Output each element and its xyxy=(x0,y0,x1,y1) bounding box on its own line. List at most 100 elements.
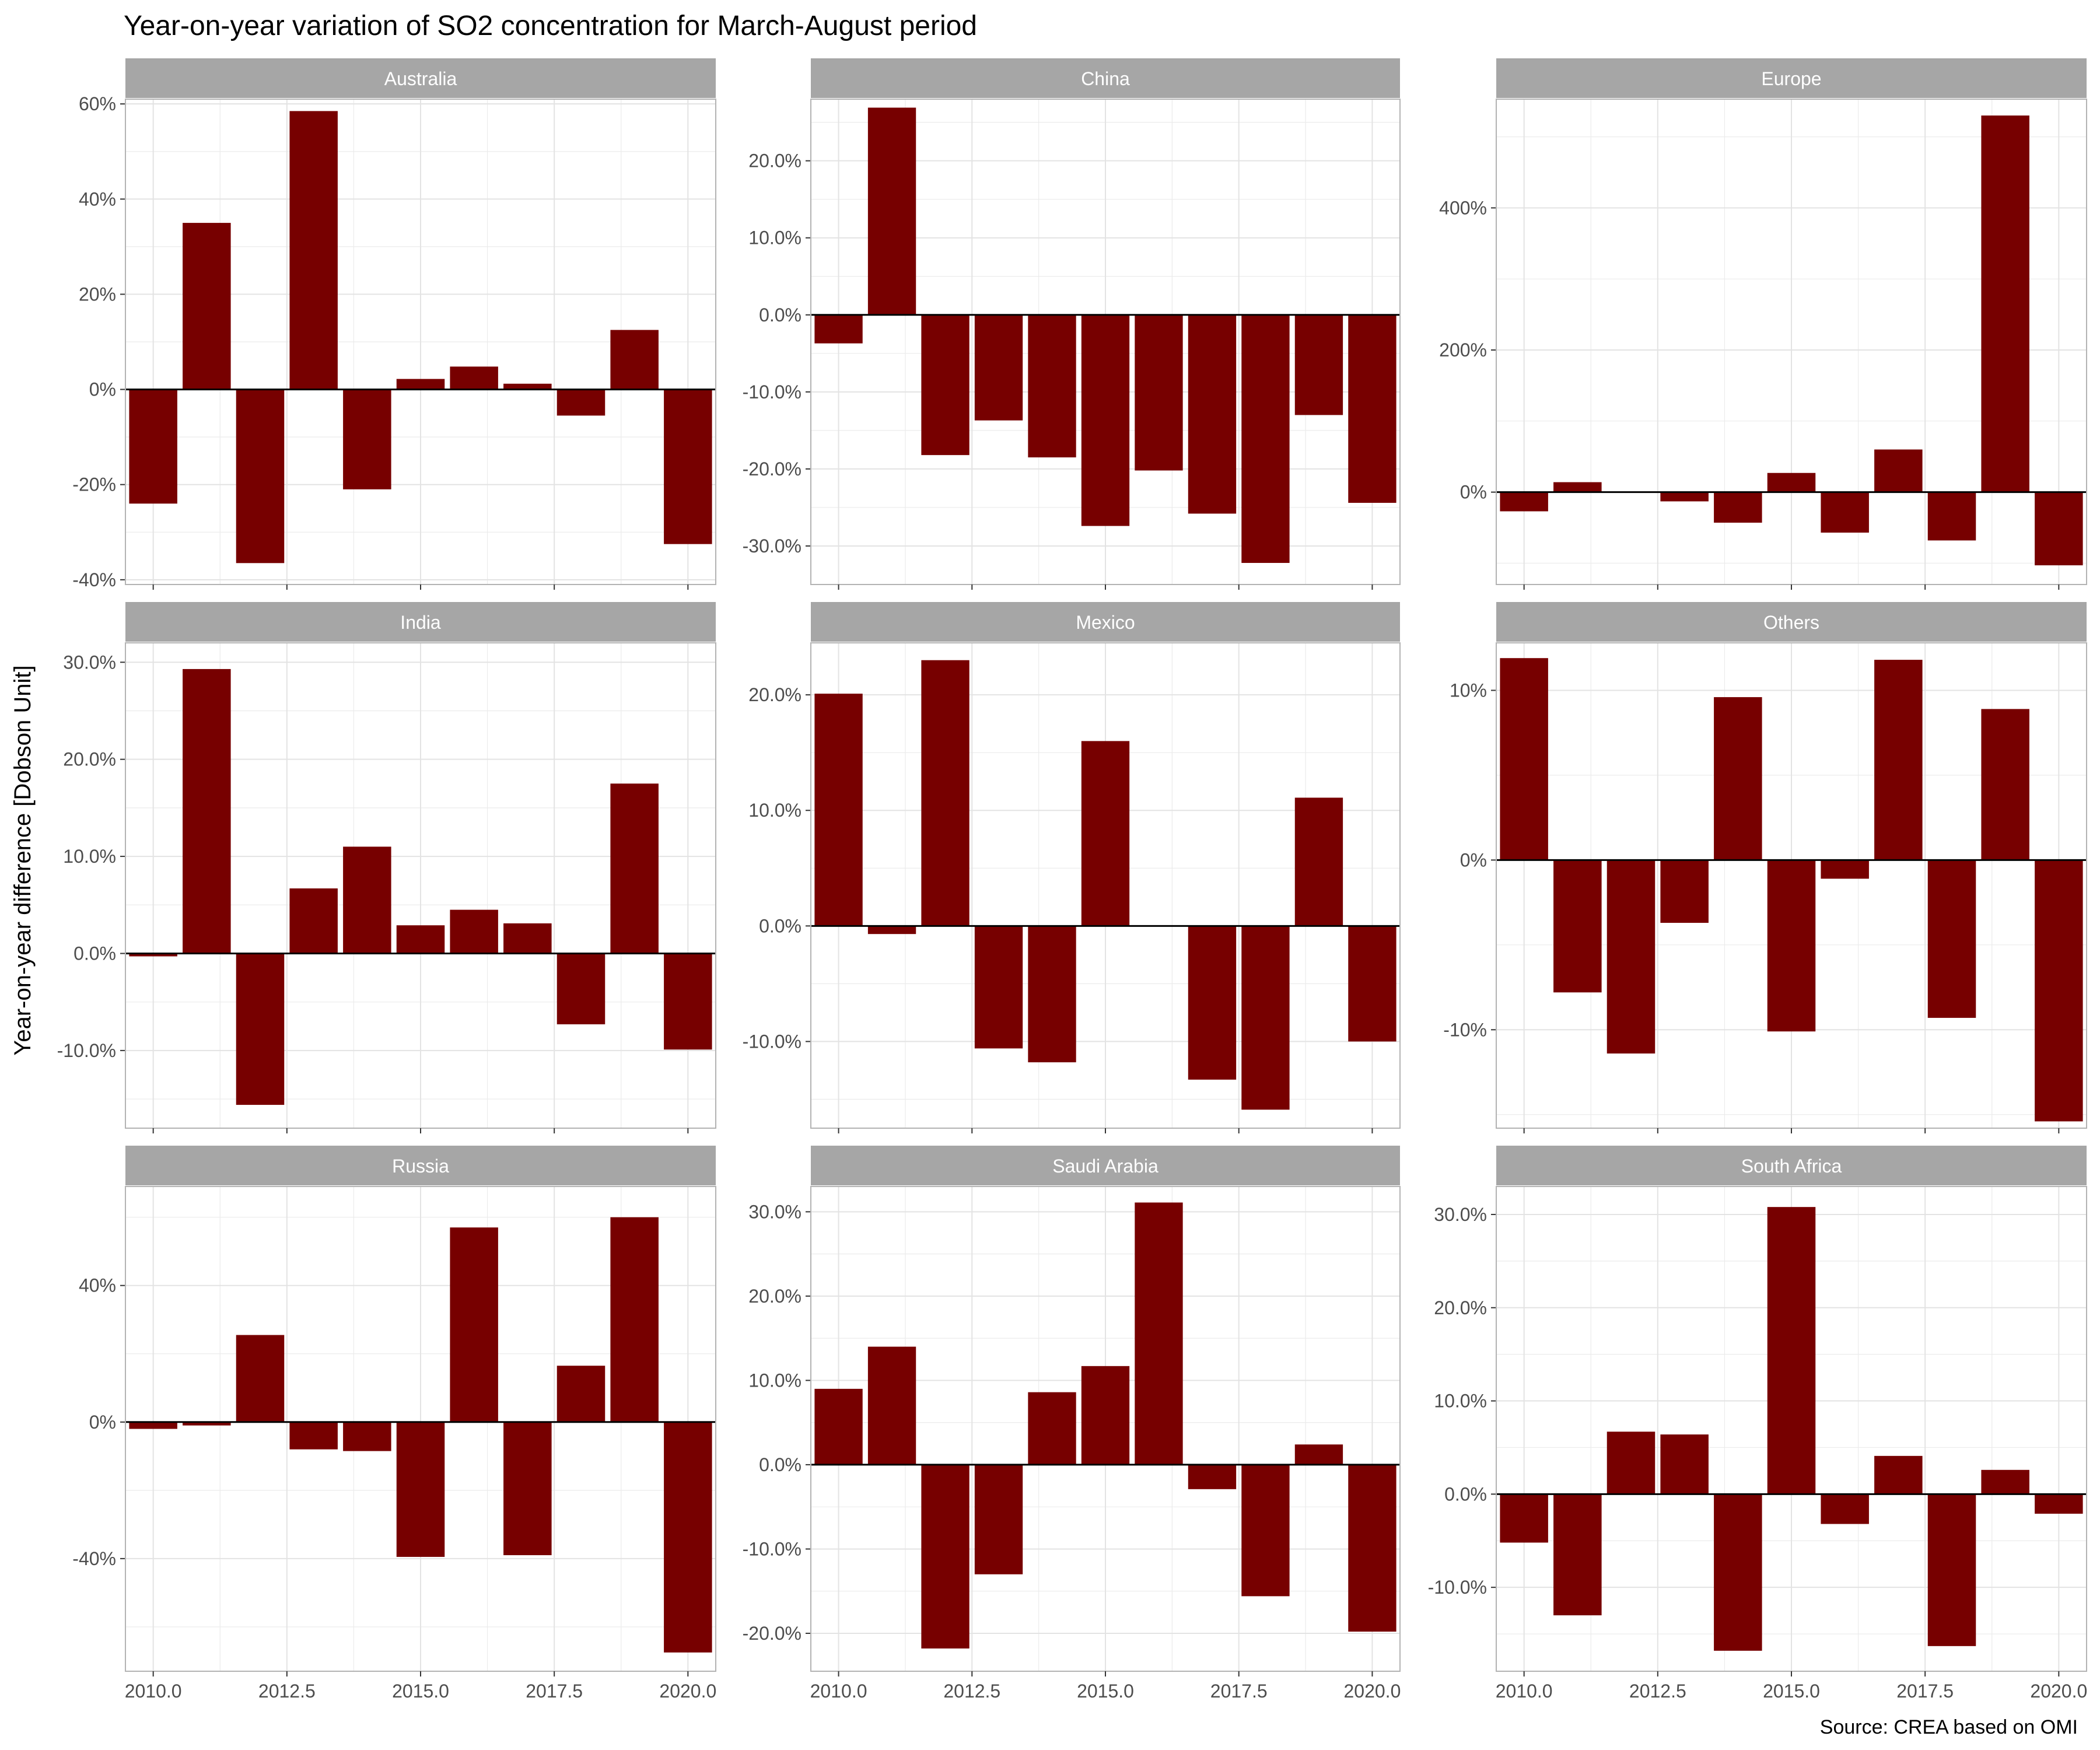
y-tick-label: 20.0% xyxy=(1434,1297,1487,1318)
bar-2019 xyxy=(1294,314,1343,415)
bar-2015 xyxy=(396,1422,445,1557)
y-tick-label: -20.0% xyxy=(743,459,802,480)
facet-strip xyxy=(1496,58,2087,98)
facet-label: Saudi Arabia xyxy=(1052,1156,1158,1177)
panel-saudi-arabia: Saudi Arabia -20.0% -10.0% 0.0% 10.0% 20.0% 30… xyxy=(743,1146,1401,1702)
bar-2016 xyxy=(1821,1494,1869,1524)
bar-2014 xyxy=(343,846,391,954)
bar-2014 xyxy=(1028,1392,1076,1465)
bar-2016 xyxy=(1135,314,1183,471)
facet-panels: Australia -40% -20% 0% 20% 40% 60% China -30.0% -… xyxy=(57,58,2087,1702)
bar-2019 xyxy=(1981,116,2029,492)
x-tick-label: 2017.5 xyxy=(1896,1681,1954,1702)
y-tick-label: 10% xyxy=(1450,680,1487,701)
bar-2020 xyxy=(664,1422,712,1653)
x-tick-label: 2017.5 xyxy=(1210,1681,1268,1702)
bar-2017 xyxy=(1188,314,1237,514)
panel-others: Others -10% 0% 10% xyxy=(1443,602,2087,1133)
bar-2013 xyxy=(289,111,338,390)
bar-2011 xyxy=(867,926,916,935)
panel-south-africa: South Africa -10.0% 0.0% 10.0% 20.0% 30.0% 201… xyxy=(1428,1146,2087,1702)
x-tick-label: 2015.0 xyxy=(392,1681,449,1702)
bar-2013 xyxy=(974,314,1023,421)
y-tick-label: 40% xyxy=(79,1275,116,1296)
bar-2018 xyxy=(1241,1464,1290,1597)
y-tick-label: -40% xyxy=(72,1548,116,1569)
bar-2016 xyxy=(450,366,498,390)
y-tick-label: 0.0% xyxy=(759,1454,802,1475)
y-tick-label: 0% xyxy=(89,379,116,400)
bar-2018 xyxy=(1927,860,1976,1018)
bar-2017 xyxy=(503,923,552,954)
y-tick-label: 0% xyxy=(1460,849,1487,870)
bar-2020 xyxy=(1348,1464,1396,1632)
bar-2015 xyxy=(396,925,445,954)
bar-2015 xyxy=(1767,473,1816,492)
bar-2012 xyxy=(1606,860,1656,1054)
bar-2016 xyxy=(450,1227,498,1422)
bar-2018 xyxy=(1241,926,1290,1110)
y-tick-label: 60% xyxy=(79,93,116,114)
bar-2020 xyxy=(2035,492,2083,566)
bar-2014 xyxy=(1714,697,1762,860)
x-tick-label: 2020.0 xyxy=(659,1681,716,1702)
bar-2011 xyxy=(867,107,916,315)
facet-strip xyxy=(811,602,1400,642)
bar-2012 xyxy=(236,953,285,1105)
x-tick-label: 2012.5 xyxy=(1629,1681,1686,1702)
bar-2017 xyxy=(1874,449,1923,492)
y-tick-label: -10.0% xyxy=(57,1040,116,1061)
bar-2019 xyxy=(610,1217,659,1422)
y-tick-label: 0.0% xyxy=(759,915,802,936)
bar-2016 xyxy=(1135,1202,1183,1465)
bar-2011 xyxy=(1553,482,1602,492)
bar-2013 xyxy=(974,926,1023,1049)
y-axis-label: Year-on-year difference [Dobson Unit] xyxy=(10,665,36,1055)
bar-2017 xyxy=(503,1422,552,1556)
bar-2018 xyxy=(556,389,606,416)
bar-2019 xyxy=(610,783,659,954)
chart-title: Year-on-year variation of SO2 concentrat… xyxy=(124,10,977,41)
y-tick-label: 0.0% xyxy=(1444,1483,1487,1504)
bar-2012 xyxy=(921,660,970,926)
bar-2015 xyxy=(1767,1207,1816,1494)
x-tick-label: 2012.5 xyxy=(258,1681,316,1702)
y-tick-label: -20% xyxy=(72,474,116,495)
bar-2017 xyxy=(503,383,552,390)
x-tick-label: 2010.0 xyxy=(1496,1681,1553,1702)
bar-2011 xyxy=(867,1346,916,1465)
y-tick-label: 20% xyxy=(79,284,116,304)
bar-2011 xyxy=(183,668,231,954)
bar-2020 xyxy=(1348,314,1396,503)
bar-2019 xyxy=(1294,1444,1343,1465)
facet-strip xyxy=(1496,602,2087,642)
bar-2015 xyxy=(1767,860,1816,1032)
facet-label: Mexico xyxy=(1076,612,1135,633)
bar-2014 xyxy=(343,1422,391,1451)
facet-strip xyxy=(811,58,1400,98)
y-tick-label: 0.0% xyxy=(74,943,116,964)
x-tick-label: 2010.0 xyxy=(125,1681,182,1702)
bar-2017 xyxy=(1188,1464,1237,1489)
y-tick-label: 20.0% xyxy=(748,1286,802,1307)
panel-china: China -30.0% -20.0% -10.0% 0.0% 10.0% 20.0% xyxy=(743,58,1401,590)
panel-russia: Russia -40% 0% 40% 2010.0 2012.5 2015.0 2017.5 2… xyxy=(72,1146,716,1702)
bar-2011 xyxy=(183,223,231,390)
bar-2012 xyxy=(921,1464,970,1648)
facet-label: China xyxy=(1081,68,1130,89)
bar-2013 xyxy=(1660,1434,1709,1494)
bar-2019 xyxy=(1294,797,1343,926)
y-tick-label: 10.0% xyxy=(63,846,116,867)
bar-2010 xyxy=(129,1422,177,1429)
x-tick-label: 2017.5 xyxy=(526,1681,583,1702)
y-tick-label: -10.0% xyxy=(1428,1577,1487,1598)
facet-label: Others xyxy=(1763,612,1819,633)
panel-australia: Australia -40% -20% 0% 20% 40% 60% xyxy=(72,58,716,590)
bar-2014 xyxy=(1028,926,1076,1063)
y-tick-label: 10.0% xyxy=(748,228,802,249)
bar-2015 xyxy=(1081,314,1130,526)
facet-strip xyxy=(125,1146,716,1185)
x-tick-label: 2015.0 xyxy=(1763,1681,1820,1702)
bar-2018 xyxy=(1927,492,1976,541)
